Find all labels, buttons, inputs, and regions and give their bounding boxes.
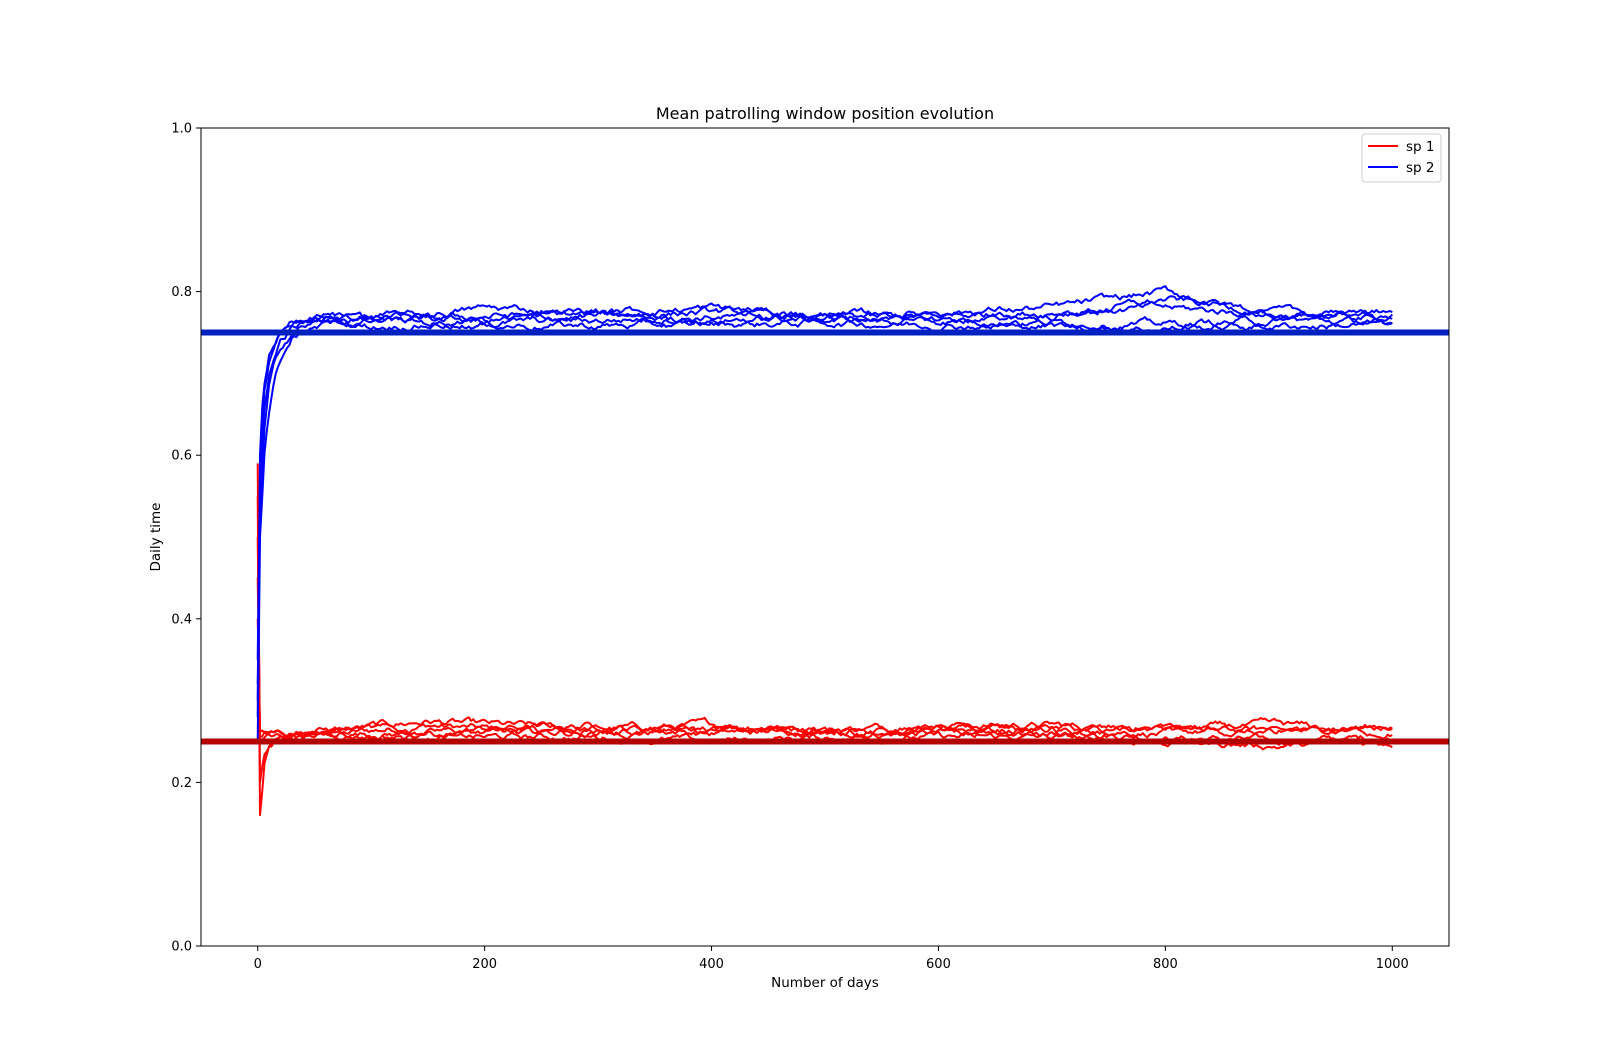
chart-title: Mean patrolling window position evolutio… [656,104,994,123]
x-tick-label: 400 [699,957,724,972]
series-line-sp1 [256,618,1393,740]
series-line-sp2 [256,285,1393,685]
plot-frame [200,127,1450,947]
x-axis-title: Number of days [771,975,879,991]
series-line-sp2 [256,295,1393,701]
series-line-sp2 [256,309,1393,660]
series-line-sp1 [256,536,1393,743]
y-axis-title: Daily time [148,503,164,572]
series-lines [201,285,1449,817]
x-axis: 0 200 400 600 800 1000 [254,946,1409,972]
y-tick-label: 0.8 [171,285,192,300]
x-tick-label: 600 [926,957,951,972]
legend-label-sp2: sp 2 [1406,160,1434,176]
y-axis: 0.0 0.2 0.4 0.6 0.8 1.0 [171,122,201,955]
x-tick-label: 1000 [1376,957,1409,972]
y-tick-label: 1.0 [171,122,192,137]
y-tick-label: 0.0 [171,940,192,955]
y-tick-label: 0.2 [171,776,192,791]
x-tick-label: 800 [1153,957,1178,972]
x-tick-label: 0 [254,957,262,972]
legend: sp 1 sp 2 [1361,133,1442,183]
x-tick-label: 200 [472,957,497,972]
y-tick-label: 0.4 [171,612,192,627]
y-tick-label: 0.6 [171,449,192,464]
legend-label-sp1: sp 1 [1406,139,1434,155]
